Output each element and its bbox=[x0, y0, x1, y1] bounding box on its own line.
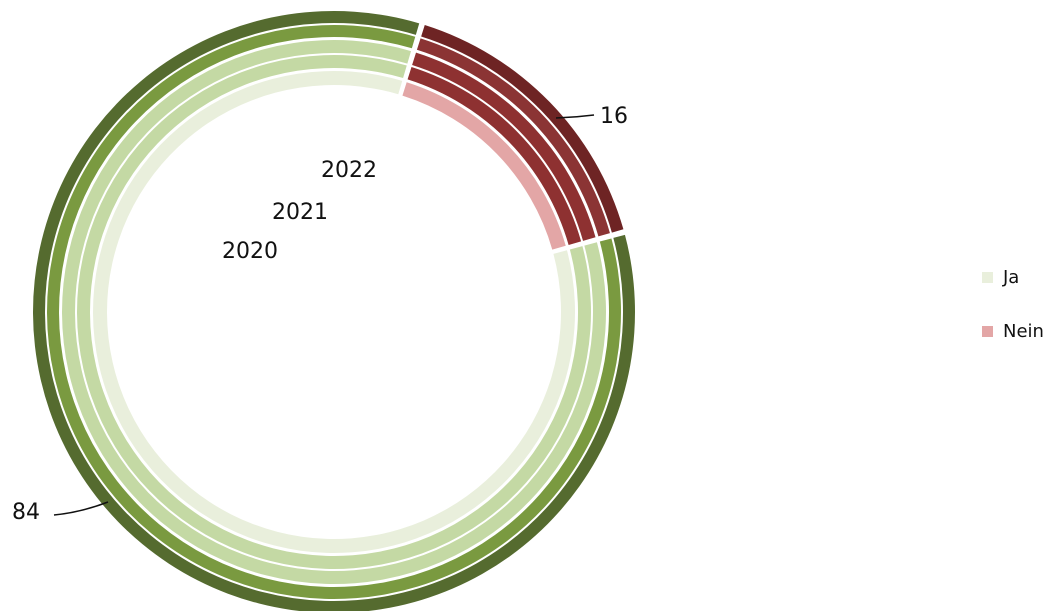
ring-label-2022: 2022 bbox=[321, 158, 377, 183]
leader-line-ja bbox=[53, 501, 109, 516]
legend-swatch-ja bbox=[982, 271, 993, 283]
legend-swatch-nein bbox=[982, 325, 993, 337]
ring-4-slice-nein bbox=[402, 82, 566, 250]
ring-label-2020: 2020 bbox=[222, 239, 278, 264]
ring-label-2021: 2021 bbox=[272, 200, 328, 225]
data-label-nein: 16 bbox=[600, 104, 628, 129]
legend-item-ja: Ja bbox=[982, 264, 1044, 290]
leader-line-nein bbox=[555, 114, 595, 119]
legend-label-nein: Nein bbox=[1003, 320, 1044, 342]
ring-3-slice-nein bbox=[407, 66, 582, 245]
legend-item-nein: Nein bbox=[982, 318, 1044, 344]
ring-2-slice-nein bbox=[412, 52, 596, 241]
data-label-ja: 84 bbox=[12, 500, 40, 525]
donut-chart: 2022 2021 2020 16 84 bbox=[12, 11, 635, 611]
legend-label-ja: Ja bbox=[1003, 266, 1020, 288]
legend: Ja Nein bbox=[982, 264, 1044, 372]
